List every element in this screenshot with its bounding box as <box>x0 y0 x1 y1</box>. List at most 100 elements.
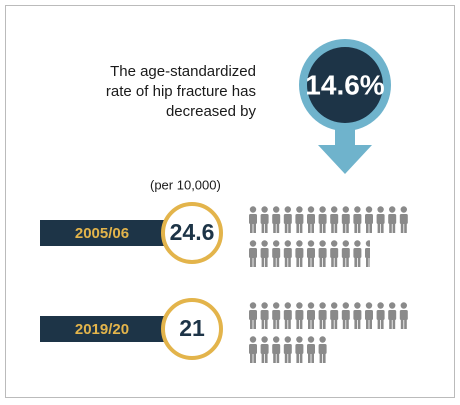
person-icon <box>353 302 362 329</box>
icon-leg <box>265 319 268 329</box>
person-icon <box>272 240 281 267</box>
icon-body <box>295 310 304 320</box>
icon-leg <box>342 223 346 233</box>
icon-head <box>400 206 407 213</box>
person-icon <box>283 206 292 233</box>
icon-leg <box>366 319 369 329</box>
icon-leg <box>308 319 311 329</box>
icon-head <box>273 206 280 213</box>
icon-leg <box>296 353 299 363</box>
person-icon <box>249 336 257 363</box>
icon-leg <box>377 319 381 329</box>
icon-leg <box>308 223 311 233</box>
icon-leg <box>250 353 253 363</box>
icon-head <box>319 302 326 309</box>
icon-leg <box>404 319 407 329</box>
icon-body <box>341 310 350 320</box>
icon-head <box>342 240 349 247</box>
icon-body <box>330 248 339 258</box>
person-icon <box>353 206 362 233</box>
person-icon <box>272 302 281 329</box>
icon-leg <box>288 257 291 267</box>
person-icon <box>307 206 315 233</box>
icon-head <box>249 336 257 343</box>
period-band <box>40 316 180 342</box>
icon-body <box>295 248 304 258</box>
icon-body <box>341 248 350 258</box>
icon-leg <box>273 353 276 363</box>
icon-leg <box>253 257 256 267</box>
icon-head <box>342 302 349 309</box>
icon-leg <box>253 223 256 233</box>
icon-body <box>295 214 304 224</box>
icon-leg <box>392 319 396 329</box>
person-icon <box>295 240 304 267</box>
person-icon <box>272 336 281 363</box>
icon-leg <box>377 223 381 233</box>
icon-head <box>296 336 303 343</box>
icon-head <box>331 206 338 213</box>
person-icon <box>318 302 327 329</box>
person-icon <box>341 206 350 233</box>
icon-body <box>307 344 315 354</box>
icon-body <box>330 310 339 320</box>
value-label: 24.6 <box>170 219 215 245</box>
person-icon <box>365 240 370 267</box>
person-icon <box>260 240 269 267</box>
person-icon <box>388 206 397 233</box>
person-icon <box>376 206 385 233</box>
icon-head <box>261 336 268 343</box>
icon-leg <box>319 319 323 329</box>
icon-leg <box>354 319 357 329</box>
icon-body <box>318 248 327 258</box>
icon-head <box>307 240 315 247</box>
icon-body <box>399 214 408 224</box>
icon-body <box>318 310 327 320</box>
icon-head <box>296 302 303 309</box>
icon-body <box>353 310 362 320</box>
value-ring <box>161 298 223 360</box>
icon-head <box>365 206 373 213</box>
icon-leg <box>265 223 268 233</box>
icon-head <box>307 302 315 309</box>
icon-leg <box>381 223 384 233</box>
icon-body <box>318 344 327 354</box>
icon-head <box>284 240 291 247</box>
icon-leg <box>357 257 361 267</box>
arrow <box>318 125 372 174</box>
icon-body <box>376 214 385 224</box>
person-icon <box>283 302 292 329</box>
icon-leg <box>284 319 288 329</box>
icon-leg <box>299 223 303 233</box>
icon-leg <box>296 223 299 233</box>
person-icon <box>330 302 339 329</box>
icon-head <box>365 240 370 247</box>
person-icon <box>307 240 315 267</box>
icon-leg <box>331 319 334 329</box>
icon-leg <box>253 319 256 329</box>
icon-body <box>249 214 257 224</box>
icon-leg <box>381 319 384 329</box>
icon-leg <box>284 223 288 233</box>
icon-leg <box>288 353 291 363</box>
person-icon <box>388 302 397 329</box>
icon-leg <box>389 319 392 329</box>
icon-leg <box>308 353 311 363</box>
icon-body <box>283 344 292 354</box>
period-label: 2019/20 <box>75 321 129 338</box>
person-icon <box>376 302 385 329</box>
icon-leg <box>366 223 369 233</box>
icon-leg <box>288 319 291 329</box>
person-icon <box>341 302 350 329</box>
icon-body <box>388 310 397 320</box>
icon-leg <box>250 257 253 267</box>
icon-leg <box>323 223 326 233</box>
icon-head <box>307 336 315 343</box>
icon-leg <box>346 319 349 329</box>
icon-leg <box>346 257 349 267</box>
icon-leg <box>331 257 334 267</box>
person-icon <box>249 240 257 267</box>
icon-body <box>330 214 339 224</box>
icon-head <box>261 206 268 213</box>
icon-body <box>272 214 281 224</box>
